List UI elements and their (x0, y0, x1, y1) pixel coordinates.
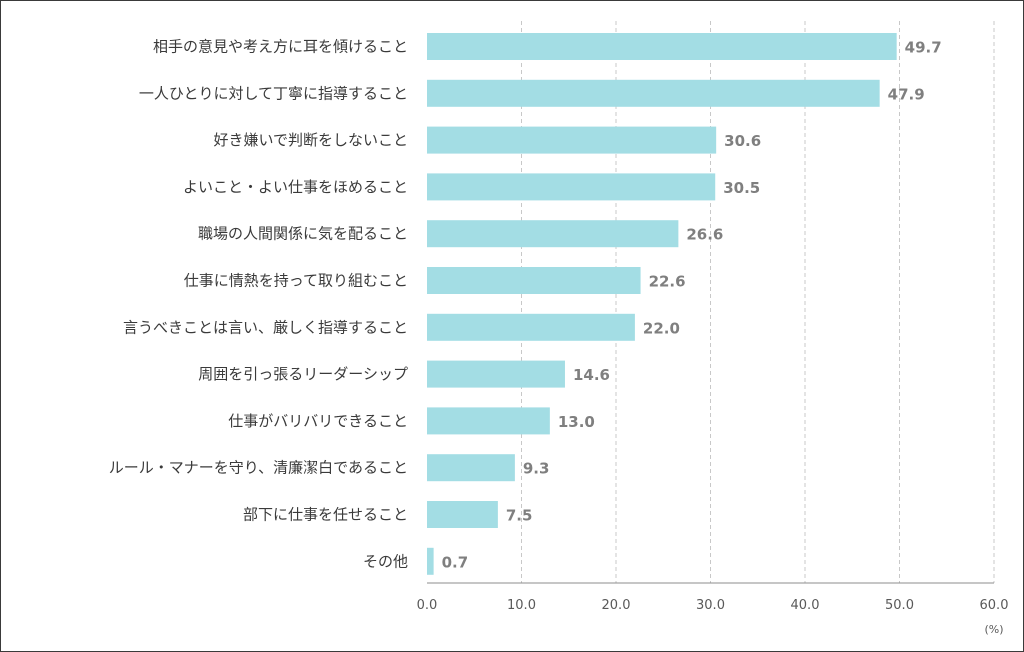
gridlines (521, 21, 995, 583)
x-tick-label: 10.0 (507, 598, 536, 613)
bar (427, 267, 641, 294)
x-tick-label: 0.0 (417, 598, 438, 613)
value-label: 0.7 (442, 553, 469, 571)
category-label: 周囲を引っ張るリーダーシップ (198, 365, 408, 383)
category-label: その他 (363, 552, 408, 570)
bar (427, 454, 515, 482)
bar (427, 360, 565, 388)
x-tick-label: 30.0 (696, 598, 725, 613)
bars (427, 33, 897, 575)
category-label: 職場の人間関係に気を配ること (198, 225, 408, 243)
category-label: 一人ひとりに対して丁寧に指導すること (139, 84, 408, 102)
x-axis-unit: (%) (984, 623, 1003, 636)
bar (427, 313, 635, 341)
value-label: 22.6 (649, 273, 686, 291)
x-tick-label: 40.0 (791, 598, 820, 613)
bar (427, 126, 717, 154)
category-label: 言うべきことは言い、厳しく指導すること (123, 318, 408, 336)
category-label: 仕事がバリバリできること (228, 412, 408, 430)
category-labels: 相手の意見や考え方に耳を傾けること一人ひとりに対して丁寧に指導すること好き嫌いで… (109, 38, 408, 571)
x-tick-label: 20.0 (602, 598, 631, 613)
value-label: 9.3 (523, 460, 550, 478)
category-label: よいこと・よい仕事をほめること (183, 178, 408, 196)
category-label: 仕事に情熱を持って取り組むこと (184, 272, 408, 290)
value-label: 7.5 (506, 507, 533, 525)
value-labels: 49.7 47.9 30.6 30.5 26.6 22.6 22.0 14.6 13.0 9.3 7… (442, 39, 942, 572)
x-tick-label: 60.0 (980, 598, 1009, 613)
value-label: 13.0 (558, 413, 595, 431)
value-label: 30.6 (724, 132, 761, 150)
value-label: 30.5 (723, 179, 760, 197)
value-label: 47.9 (888, 85, 925, 103)
bar (427, 220, 679, 248)
category-label: ルール・マナーを守り、清廉潔白であること (109, 459, 408, 477)
bar (427, 501, 498, 528)
value-label: 22.0 (643, 319, 680, 337)
value-label: 26.6 (686, 226, 723, 244)
bar (427, 79, 880, 107)
x-tick-label: 50.0 (885, 598, 914, 613)
value-label: 14.6 (573, 366, 610, 384)
bar (427, 547, 434, 575)
x-axis-ticks: 0.0 10.0 20.0 30.0 40.0 50.0 60.0 (417, 598, 1009, 613)
category-label: 好き嫌いで判断をしないこと (213, 131, 408, 149)
category-label: 部下に仕事を任せること (243, 506, 408, 524)
value-label: 49.7 (905, 39, 942, 57)
bar (427, 173, 716, 201)
bar (427, 407, 550, 435)
category-label: 相手の意見や考え方に耳を傾けること (153, 38, 408, 56)
bar (427, 33, 897, 60)
